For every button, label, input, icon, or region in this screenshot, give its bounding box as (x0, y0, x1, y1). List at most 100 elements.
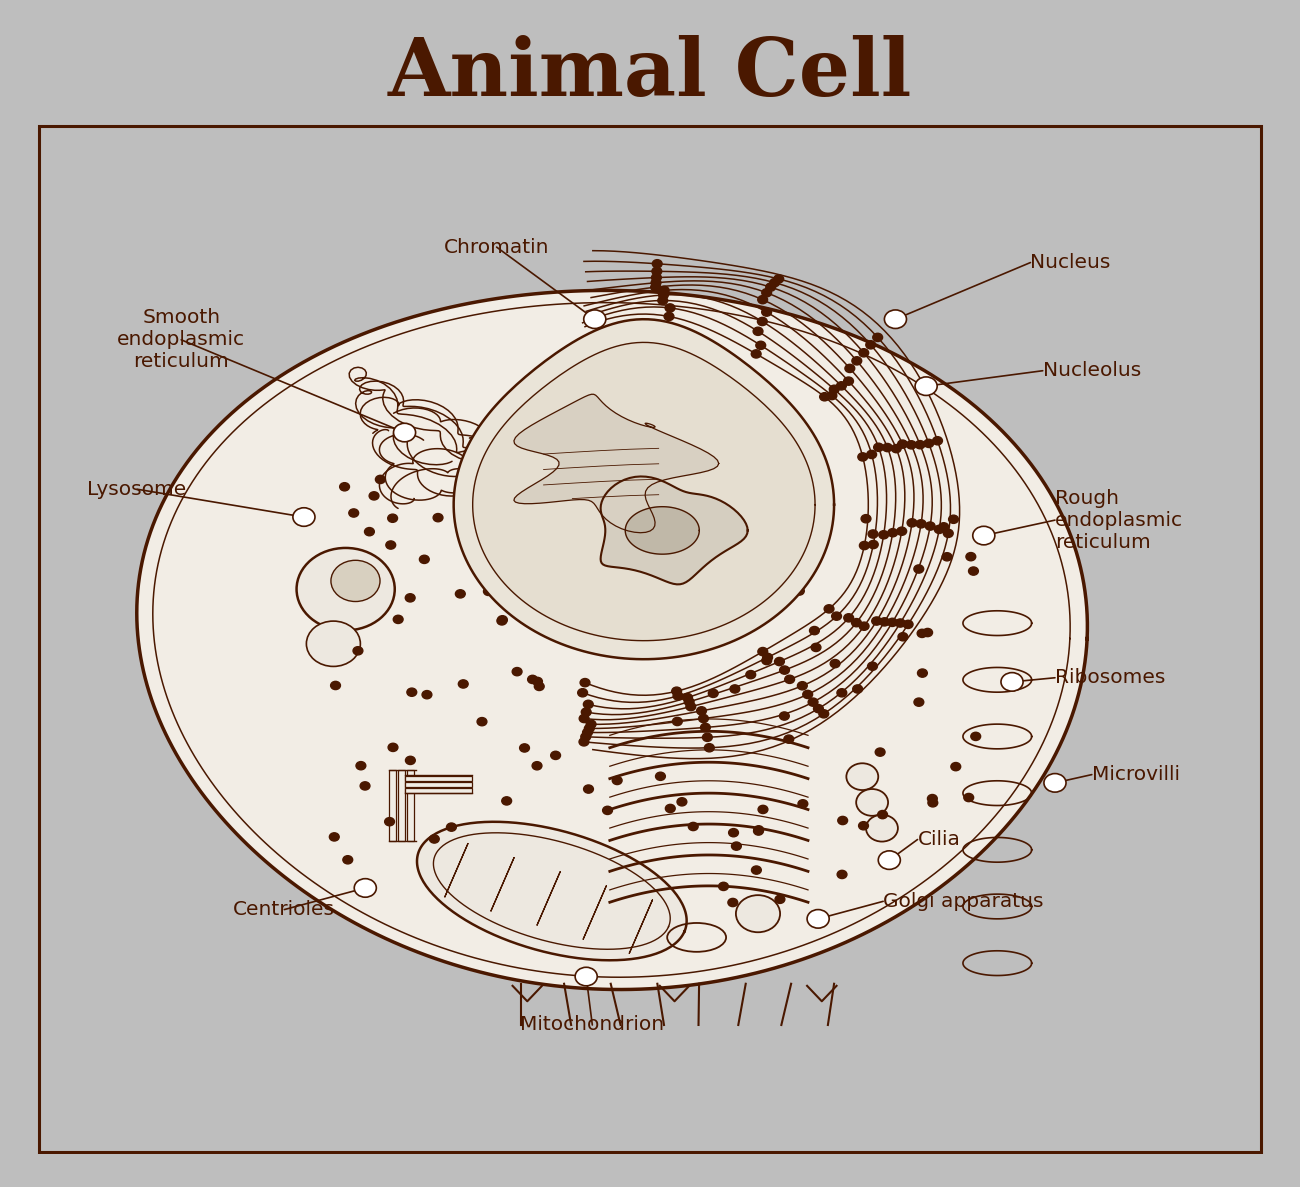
Circle shape (837, 817, 848, 825)
Circle shape (386, 541, 395, 550)
Circle shape (780, 712, 789, 721)
Circle shape (807, 909, 829, 928)
Circle shape (603, 806, 612, 814)
Circle shape (356, 762, 365, 770)
Circle shape (753, 328, 763, 336)
Circle shape (872, 617, 881, 626)
Circle shape (292, 508, 315, 526)
Circle shape (866, 341, 876, 349)
Circle shape (868, 540, 879, 548)
Circle shape (754, 827, 763, 836)
Circle shape (880, 617, 889, 626)
Circle shape (520, 744, 529, 753)
Circle shape (824, 604, 833, 612)
Circle shape (914, 698, 924, 706)
Circle shape (924, 439, 933, 447)
Circle shape (872, 334, 883, 342)
Circle shape (582, 729, 593, 737)
Circle shape (932, 437, 942, 445)
Circle shape (775, 658, 784, 666)
Circle shape (844, 614, 854, 622)
Circle shape (797, 681, 807, 690)
Circle shape (360, 782, 370, 791)
Circle shape (831, 660, 840, 668)
Circle shape (569, 629, 580, 637)
Text: Lysosome: Lysosome (87, 480, 187, 499)
Circle shape (528, 675, 537, 684)
Bar (407, 770, 415, 840)
Circle shape (376, 475, 385, 483)
Circle shape (532, 762, 542, 770)
Circle shape (866, 814, 898, 842)
Circle shape (666, 304, 675, 312)
Circle shape (927, 794, 937, 802)
Circle shape (659, 286, 670, 294)
Circle shape (879, 531, 889, 539)
Circle shape (664, 312, 673, 320)
Circle shape (497, 617, 507, 626)
Circle shape (659, 291, 668, 299)
Circle shape (578, 738, 589, 745)
Circle shape (803, 691, 812, 698)
Circle shape (898, 440, 907, 449)
Circle shape (935, 526, 944, 533)
Circle shape (939, 522, 949, 531)
Circle shape (846, 763, 879, 791)
Circle shape (1001, 673, 1023, 691)
Circle shape (688, 823, 698, 831)
Circle shape (673, 692, 682, 700)
Circle shape (754, 826, 763, 834)
Circle shape (878, 811, 888, 819)
Circle shape (928, 799, 937, 807)
Circle shape (586, 721, 595, 729)
Circle shape (672, 687, 681, 696)
Circle shape (354, 878, 376, 897)
Circle shape (898, 633, 907, 641)
Circle shape (950, 762, 961, 770)
Polygon shape (417, 821, 686, 960)
Circle shape (809, 698, 818, 706)
Circle shape (915, 440, 926, 449)
Circle shape (682, 693, 693, 702)
Text: Golgi apparatus: Golgi apparatus (883, 891, 1044, 910)
Circle shape (708, 690, 718, 698)
Circle shape (762, 307, 771, 316)
Circle shape (551, 751, 560, 760)
Circle shape (394, 424, 416, 442)
Circle shape (837, 870, 846, 878)
Circle shape (406, 756, 415, 764)
Circle shape (844, 377, 854, 386)
Circle shape (906, 440, 916, 449)
Circle shape (867, 662, 878, 671)
Circle shape (968, 567, 979, 576)
Circle shape (406, 594, 415, 602)
Circle shape (666, 805, 675, 813)
Circle shape (942, 553, 952, 561)
Circle shape (581, 732, 590, 741)
Circle shape (903, 621, 913, 628)
Circle shape (858, 821, 868, 830)
Circle shape (861, 515, 871, 522)
Circle shape (915, 377, 937, 395)
Circle shape (575, 967, 597, 986)
Circle shape (330, 681, 341, 690)
Circle shape (385, 818, 394, 826)
Text: Microvilli: Microvilli (1092, 766, 1180, 785)
Polygon shape (454, 319, 835, 659)
Circle shape (697, 706, 706, 715)
Circle shape (832, 612, 841, 621)
Circle shape (892, 444, 901, 452)
Circle shape (343, 856, 352, 864)
Circle shape (612, 776, 623, 785)
Circle shape (672, 717, 682, 725)
Circle shape (354, 647, 363, 655)
Circle shape (883, 444, 892, 452)
Circle shape (580, 679, 590, 687)
Circle shape (819, 710, 828, 718)
Circle shape (845, 364, 854, 373)
Circle shape (534, 683, 545, 691)
Circle shape (655, 773, 666, 780)
Circle shape (653, 260, 662, 268)
Circle shape (971, 732, 980, 741)
Circle shape (751, 867, 762, 874)
